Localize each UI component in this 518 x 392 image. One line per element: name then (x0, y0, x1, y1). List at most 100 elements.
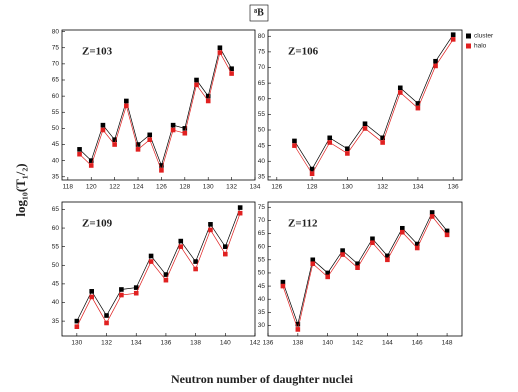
y-tick-label: 65 (258, 80, 266, 87)
series-line (79, 46, 232, 167)
marker (178, 244, 184, 249)
y-tick-label: 80 (258, 33, 266, 40)
y-tick-label: 75 (258, 49, 266, 56)
x-tick-label: 138 (190, 340, 201, 347)
marker (385, 257, 390, 263)
marker (397, 85, 403, 91)
series-line (79, 51, 232, 172)
marker (237, 205, 243, 210)
marker (159, 168, 164, 173)
marker (280, 283, 286, 289)
marker (380, 140, 385, 145)
x-tick-label: 128 (307, 184, 318, 191)
y-tick-label: 40 (52, 299, 60, 306)
x-tick-label: 126 (156, 184, 167, 191)
y-tick-label: 60 (258, 243, 266, 250)
x-tick-label: 136 (263, 340, 274, 347)
marker (385, 253, 390, 259)
x-tick-label: 142 (352, 340, 363, 347)
marker (444, 232, 450, 238)
y-tick-label: 45 (52, 141, 60, 148)
x-tick-label: 134 (412, 184, 423, 191)
marker (100, 122, 106, 128)
plot-frame (61, 201, 256, 337)
marker (414, 241, 420, 247)
marker (223, 251, 228, 257)
x-tick-label: 146 (412, 340, 423, 347)
marker (205, 98, 211, 104)
x-tick-label: 122 (109, 184, 120, 191)
marker (345, 146, 350, 152)
marker (124, 98, 129, 104)
marker (327, 135, 333, 141)
y-tick-label: 35 (258, 174, 266, 181)
y-tick-label: 60 (52, 93, 60, 100)
marker (133, 290, 139, 296)
marker (429, 214, 435, 219)
marker (159, 163, 164, 168)
annotation: Z=109 (82, 218, 113, 230)
marker (194, 82, 199, 88)
marker (182, 126, 188, 131)
marker (229, 66, 234, 72)
marker (433, 63, 438, 69)
marker (74, 324, 80, 329)
marker (148, 259, 154, 264)
marker (88, 163, 94, 168)
y-tick-label: 45 (258, 142, 266, 149)
marker (88, 158, 94, 163)
series-line (76, 213, 241, 327)
marker (325, 270, 330, 276)
marker (74, 318, 80, 324)
marker (400, 229, 405, 235)
marker (340, 252, 345, 257)
marker (77, 147, 82, 152)
marker (237, 210, 243, 216)
y-tick-label: 40 (258, 158, 266, 165)
x-tick-label: 134 (250, 184, 261, 191)
marker (397, 90, 403, 95)
x-tick-label: 130 (342, 184, 353, 191)
marker (433, 58, 438, 64)
marker (292, 143, 297, 148)
y-tick-label: 70 (52, 61, 60, 68)
marker (400, 225, 405, 231)
x-tick-label: 132 (226, 184, 237, 191)
top-label-box (249, 4, 269, 22)
marker (229, 71, 234, 76)
y-tick-label: 35 (52, 318, 60, 325)
marker (170, 127, 176, 133)
y-tick-label: 45 (258, 283, 266, 290)
y-tick-label: 70 (258, 64, 266, 71)
series-line (294, 34, 454, 170)
marker (147, 132, 153, 138)
marker (147, 137, 153, 142)
marker (362, 121, 368, 127)
marker (380, 135, 385, 141)
marker (89, 289, 94, 294)
legend-swatch (466, 33, 471, 39)
y-tick-label: 40 (52, 157, 60, 164)
y-tick-label: 65 (52, 206, 60, 213)
marker (133, 285, 139, 290)
x-tick-label: 148 (442, 340, 453, 347)
marker (104, 313, 109, 318)
marker (205, 93, 211, 99)
x-tick-label: 126 (271, 184, 282, 191)
x-tick-label: 136 (448, 184, 459, 191)
marker (370, 240, 375, 246)
marker (112, 142, 117, 147)
marker (310, 261, 316, 267)
marker (135, 147, 141, 152)
marker (340, 248, 345, 253)
marker (217, 50, 223, 55)
marker (325, 274, 330, 280)
marker (178, 238, 184, 244)
y-tick-label: 50 (52, 125, 60, 132)
marker (163, 277, 169, 283)
legend-label: cluster (474, 33, 494, 40)
y-tick-label: 65 (258, 230, 266, 237)
marker (119, 287, 124, 292)
x-tick-label: 136 (160, 340, 171, 347)
